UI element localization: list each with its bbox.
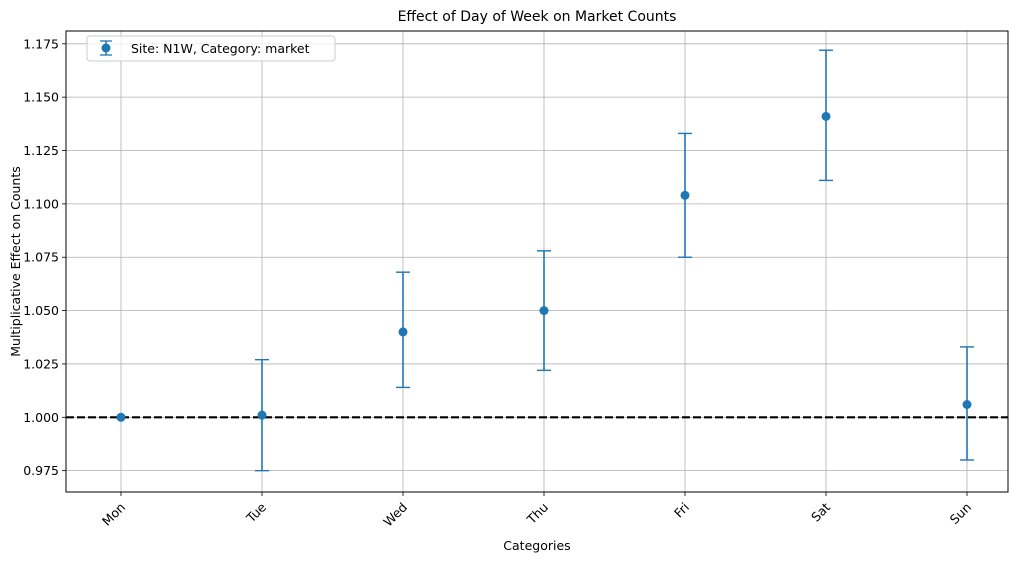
data-point	[257, 410, 267, 420]
y-tick-label: 1.025	[23, 356, 59, 371]
y-axis: 0.975 1.000 1.025 1.050 1.075 1.100 1.125 1.150…	[23, 36, 66, 478]
data-marks	[116, 49, 974, 472]
y-tick-label: 1.100	[23, 196, 59, 211]
legend-point	[101, 43, 111, 53]
x-tick-label: Wed	[380, 500, 410, 530]
x-tick-label: Tue	[243, 499, 270, 526]
y-tick-label: 1.125	[23, 143, 59, 158]
y-tick-label: 1.075	[23, 250, 59, 265]
legend-box	[86, 35, 336, 62]
data-point	[680, 190, 690, 200]
x-tick-label: Sun	[947, 500, 974, 527]
y-axis-label: Multiplicative Effect on Counts	[8, 166, 23, 357]
x-tick-label: Mon	[99, 500, 128, 529]
legend: Site: N1W, Category: market	[86, 35, 336, 62]
y-tick-label: 1.050	[23, 303, 59, 318]
data-point	[398, 327, 408, 337]
y-tick-label: 1.000	[23, 410, 59, 425]
data-point	[962, 399, 972, 409]
x-tick-label: Fri	[671, 500, 692, 521]
x-axis-label: Categories	[503, 538, 570, 553]
x-axis: Mon Tue Wed Thu Fri Sat Sun	[99, 492, 974, 529]
data-point	[116, 412, 126, 422]
x-tick-label: Sat	[808, 499, 833, 524]
y-tick-label: 1.150	[23, 90, 59, 105]
chart-title: Effect of Day of Week on Market Counts	[398, 9, 677, 25]
legend-marker	[100, 40, 112, 56]
legend-label: Site: N1W, Category: market	[131, 41, 310, 56]
data-point	[821, 111, 831, 121]
y-tick-label: 1.175	[23, 36, 59, 51]
grid	[66, 31, 1008, 492]
y-tick-label: 0.975	[23, 463, 59, 478]
plot-frame	[65, 30, 1009, 493]
data-point	[539, 306, 549, 316]
x-tick-label: Thu	[523, 500, 551, 528]
